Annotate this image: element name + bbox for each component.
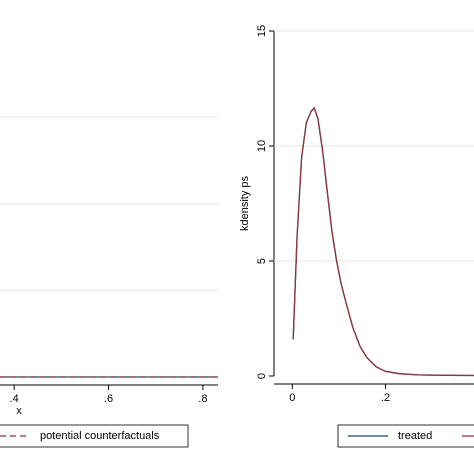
legend-box: [337, 424, 474, 448]
legend-box: [0, 424, 189, 448]
left-gridlines: [0, 116, 218, 291]
y-tick-label: 15: [256, 25, 268, 37]
series-line: [292, 106, 474, 377]
y-tick-label: 10: [256, 140, 268, 152]
x-tick-label: .4: [10, 393, 19, 405]
x-tick-label: 0: [289, 392, 295, 404]
legend-label: treated: [398, 430, 432, 442]
x-tick-label: .2: [381, 392, 390, 404]
x-axis-label: x: [16, 405, 22, 417]
y-tick-label: 0: [256, 373, 268, 379]
legend-label: potential counterfactuals: [40, 430, 160, 442]
x-tick-label: .6: [104, 393, 113, 405]
x-tick-label: .8: [198, 393, 207, 405]
y-axis-label: kdensity ps: [239, 175, 251, 231]
y-tick-label: 5: [256, 258, 268, 264]
